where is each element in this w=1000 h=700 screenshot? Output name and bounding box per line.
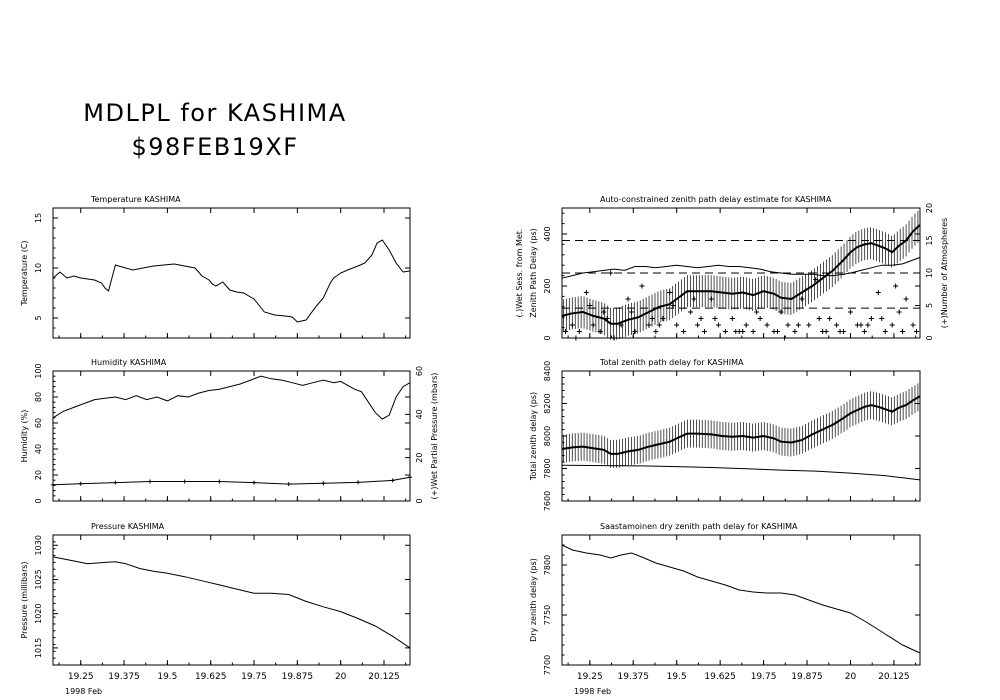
x-tick-label: 19.75 — [241, 672, 267, 682]
y-tick-label: 1030 — [34, 535, 43, 555]
chart-title: Saastamoinen dry zenith path delay for K… — [600, 522, 798, 531]
y-tick-label: 7800 — [543, 555, 552, 575]
y-tick-label: 5 — [34, 315, 43, 320]
x-tick-label: 19.375 — [108, 672, 140, 682]
series-line — [561, 256, 921, 279]
y2-tick-label: 20 — [925, 203, 934, 213]
y-axis-label: Zenith Path Delay (ps) — [529, 228, 538, 318]
x-tick-label: 19.25 — [68, 672, 94, 682]
chart-title: Humidity KASHIMA — [91, 358, 167, 367]
y-tick-label: 20 — [34, 470, 43, 480]
y2-tick-label: 20 — [415, 453, 424, 463]
y-tick-label: 200 — [543, 278, 552, 293]
y-tick-label: 7800 — [543, 458, 552, 478]
x-tick-label: 19.875 — [791, 672, 823, 682]
dry-zenith-chart: Saastamoinen dry zenith path delay for K… — [529, 522, 921, 696]
x-tick-label: 19.375 — [618, 672, 650, 682]
page-title: MDLPL for KASHIMA — [83, 99, 347, 127]
series-line — [561, 224, 921, 325]
x-tick-label: 19.5 — [157, 672, 177, 682]
y-tick-label: 60 — [34, 418, 43, 428]
y2-tick-label: 0 — [415, 498, 424, 503]
x-tick-label: 20 — [845, 672, 857, 682]
y-tick-label: 1015 — [34, 638, 43, 658]
y-axis-label: Humidity (%) — [20, 410, 29, 463]
y-tick-label: 400 — [543, 226, 552, 241]
y-tick-label: 8000 — [543, 426, 552, 446]
page-title-block: MDLPL for KASHIMA $98FEB19XF — [60, 96, 370, 164]
series-line — [52, 239, 411, 323]
y2-tick-label: 5 — [925, 303, 934, 308]
plot-frame — [52, 534, 411, 666]
y-axis-label: Total zenith delay (ps) — [529, 392, 538, 481]
y-tick-label: 100 — [34, 363, 43, 378]
y-tick-label: 0 — [543, 335, 552, 340]
x-axis-label: 1998 Feb — [65, 687, 102, 696]
y2-tick-label: 40 — [415, 409, 424, 419]
chart-title: Auto-constrained zenith path delay estim… — [600, 195, 832, 204]
zenith-estimate-chart: Auto-constrained zenith path delay estim… — [515, 195, 949, 341]
y-tick-label: 7600 — [543, 491, 552, 511]
pressure-chart: Pressure KASHIMA 1015 1020 1025 1030 Pressure… — [20, 522, 411, 696]
y2-tick-label: 10 — [925, 268, 934, 278]
x-tick-label: 19.875 — [282, 672, 314, 682]
x-tick-label: 19.75 — [751, 672, 777, 682]
temperature-chart: Temperature KASHIMA 5 10 15 Temperature (C) — [20, 195, 411, 339]
chart-title: Total zenith path delay for KASHIMA — [599, 358, 744, 367]
y2-tick-label: 60 — [415, 366, 424, 376]
x-axis-label: 1998 Feb — [574, 687, 611, 696]
plot-frame — [561, 534, 921, 666]
y-axis-label: Temperature (C) — [20, 240, 29, 306]
y-tick-label: 8200 — [543, 393, 552, 413]
y-tick-label: 7750 — [543, 605, 552, 625]
y-tick-label: 7700 — [543, 655, 552, 675]
x-tick-label: 19.625 — [704, 672, 736, 682]
plot-frame — [52, 207, 411, 339]
y2-axis-label: (+)Wet Partial Pressure (mbars) — [430, 373, 439, 500]
x-tick-label: 20.125 — [878, 672, 910, 682]
y-tick-label: 1025 — [34, 569, 43, 589]
chart-title: Temperature KASHIMA — [90, 195, 181, 204]
x-tick-label: 19.5 — [667, 672, 687, 682]
series-line — [52, 556, 411, 649]
x-tick-label: 19.625 — [195, 672, 227, 682]
y-tick-label: 15 — [34, 213, 43, 223]
session-name: $98FEB19XF — [131, 133, 299, 161]
y-tick-label: 1020 — [34, 604, 43, 624]
y-axis-label-outer: (.)Wet Sess. from Met. — [515, 229, 524, 318]
chart-title: Pressure KASHIMA — [91, 522, 165, 531]
y-tick-label: 10 — [34, 263, 43, 273]
x-tick-label: 19.25 — [577, 672, 603, 682]
total-zenith-chart: Total zenith path delay for KASHIMA 7600 7… — [529, 358, 921, 511]
humidity-chart: Humidity KASHIMA 0 20 40 60 80 100 0 20 40 60 (+)We… — [20, 358, 439, 504]
x-tick-label: 20 — [335, 672, 347, 682]
y2-axis-label: (+)Number of Atmospheres — [940, 218, 949, 328]
plot-frame — [52, 370, 411, 502]
y-tick-label: 0 — [34, 498, 43, 503]
y-axis-label: Pressure (millibars) — [20, 561, 29, 638]
y-tick-label: 40 — [34, 444, 43, 454]
series-line — [561, 544, 921, 654]
y2-tick-label: 0 — [925, 335, 934, 340]
series-line — [52, 476, 411, 486]
series-line — [561, 464, 921, 481]
y2-tick-label: 15 — [925, 235, 934, 245]
y-tick-label: 8400 — [543, 361, 552, 381]
x-tick-label: 20.125 — [368, 672, 400, 682]
y-tick-label: 80 — [34, 392, 43, 402]
y-axis-label: Dry zenith delay (ps) — [529, 558, 538, 642]
series-line — [52, 375, 411, 420]
